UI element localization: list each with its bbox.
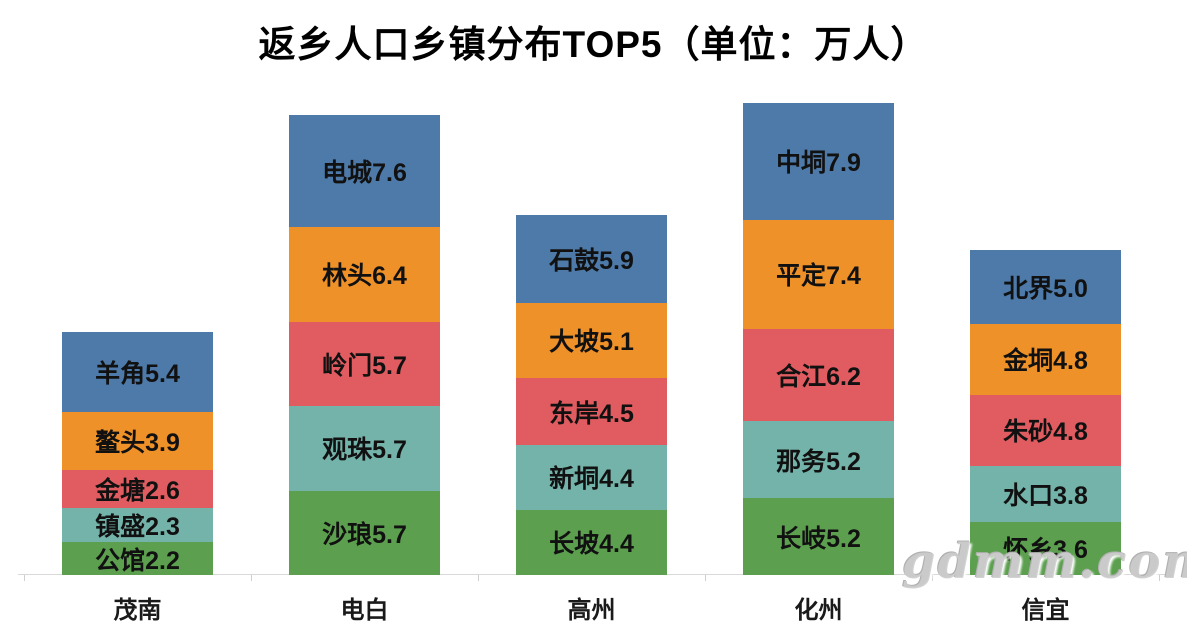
bar-segment: 石鼓5.9: [516, 215, 667, 303]
segment-label: 鳌头3.9: [95, 429, 180, 458]
segment-label: 金塘2.6: [95, 477, 180, 506]
bar-segment: 那务5.2: [743, 421, 894, 498]
stacked-bar-茂南: 羊角5.4 鳌头3.9 金塘2.6 镇盛2.3 公馆2.2: [62, 332, 213, 575]
axis-tick: [24, 575, 25, 581]
bar-segment: 大坡5.1: [516, 302, 667, 379]
bar-segment: 电城7.6: [289, 114, 440, 228]
axis-tick: [478, 575, 479, 581]
bar-segment: 沙琅5.7: [289, 490, 440, 575]
bar-segment: 公馆2.2: [62, 542, 213, 575]
bar-segment: 观珠5.7: [289, 406, 440, 491]
axis-tick: [705, 575, 706, 581]
segment-label: 沙琅5.7: [322, 520, 407, 549]
bar-segment: 金塘2.6: [62, 469, 213, 509]
x-axis-label-化州: 化州: [794, 597, 843, 624]
segment-label: 平定7.4: [776, 262, 861, 291]
stacked-bar-高州: 石鼓5.9 大坡5.1 东岸4.5 新垌4.4 长坡4.4: [516, 215, 667, 575]
axis-tick: [1159, 575, 1160, 581]
x-axis-label-电白: 电白: [340, 597, 389, 624]
segment-label: 东岸4.5: [549, 399, 634, 428]
bar-segment: 平定7.4: [743, 219, 894, 330]
segment-label: 合江6.2: [776, 363, 861, 392]
segment-label: 长岐5.2: [776, 524, 861, 553]
bar-segment: 长岐5.2: [743, 498, 894, 575]
bar-segment: 朱砂4.8: [970, 394, 1121, 466]
bar-segment: 合江6.2: [743, 329, 894, 421]
bar-segment: 林头6.4: [289, 227, 440, 322]
segment-label: 岭门5.7: [322, 352, 407, 381]
bar-segment: 长坡4.4: [516, 509, 667, 575]
segment-label: 公馆2.2: [95, 546, 180, 575]
segment-label: 新垌4.4: [549, 465, 634, 494]
x-axis-label-茂南: 茂南: [113, 597, 162, 624]
stacked-bar-电白: 电城7.6 林头6.4 岭门5.7 观珠5.7 沙琅5.7: [289, 114, 440, 575]
bar-segment: 怀乡3.6: [970, 521, 1121, 575]
bar-segment: 水口3.8: [970, 465, 1121, 522]
segment-label: 中垌7.9: [776, 149, 861, 178]
segment-label: 那务5.2: [776, 447, 861, 476]
axis-tick: [932, 575, 933, 581]
bar-segment: 镇盛2.3: [62, 508, 213, 543]
segment-label: 镇盛2.3: [95, 513, 180, 542]
bar-segment: 新垌4.4: [516, 444, 667, 510]
segment-label: 电城7.6: [322, 158, 407, 187]
bar-segment: 鳌头3.9: [62, 412, 213, 470]
segment-label: 羊角5.4: [95, 360, 180, 389]
watermark: gdmm.com: [902, 534, 1187, 590]
bar-segment: 金垌4.8: [970, 323, 1121, 395]
segment-label: 金垌4.8: [1003, 347, 1088, 376]
segment-label: 水口3.8: [1003, 481, 1088, 510]
axis-tick: [251, 575, 252, 581]
segment-label: 长坡4.4: [549, 530, 634, 559]
bar-segment: 岭门5.7: [289, 321, 440, 407]
x-axis-label-高州: 高州: [567, 597, 616, 624]
segment-label: 大坡5.1: [549, 328, 634, 357]
segment-label: 石鼓5.9: [549, 247, 634, 276]
x-axis-label-信宜: 信宜: [1021, 597, 1070, 624]
chart-title: 返乡人口乡镇分布TOP5（单位：万人）: [258, 24, 929, 65]
segment-label: 朱砂4.8: [1003, 418, 1088, 447]
segment-label: 观珠5.7: [322, 436, 407, 465]
bar-segment: 羊角5.4: [62, 332, 213, 413]
bar-segment: 中垌7.9: [743, 102, 894, 220]
bar-segment: 东岸4.5: [516, 378, 667, 445]
segment-label: 北界5.0: [1003, 274, 1088, 303]
segment-label: 怀乡3.6: [1003, 536, 1088, 565]
stacked-bar-化州: 中垌7.9 平定7.4 合江6.2 那务5.2 长岐5.2: [743, 102, 894, 575]
segment-label: 林头6.4: [322, 262, 407, 291]
bar-segment: 北界5.0: [970, 249, 1121, 324]
stacked-bar-信宜: 北界5.0 金垌4.8 朱砂4.8 水口3.8 怀乡3.6: [970, 249, 1121, 575]
